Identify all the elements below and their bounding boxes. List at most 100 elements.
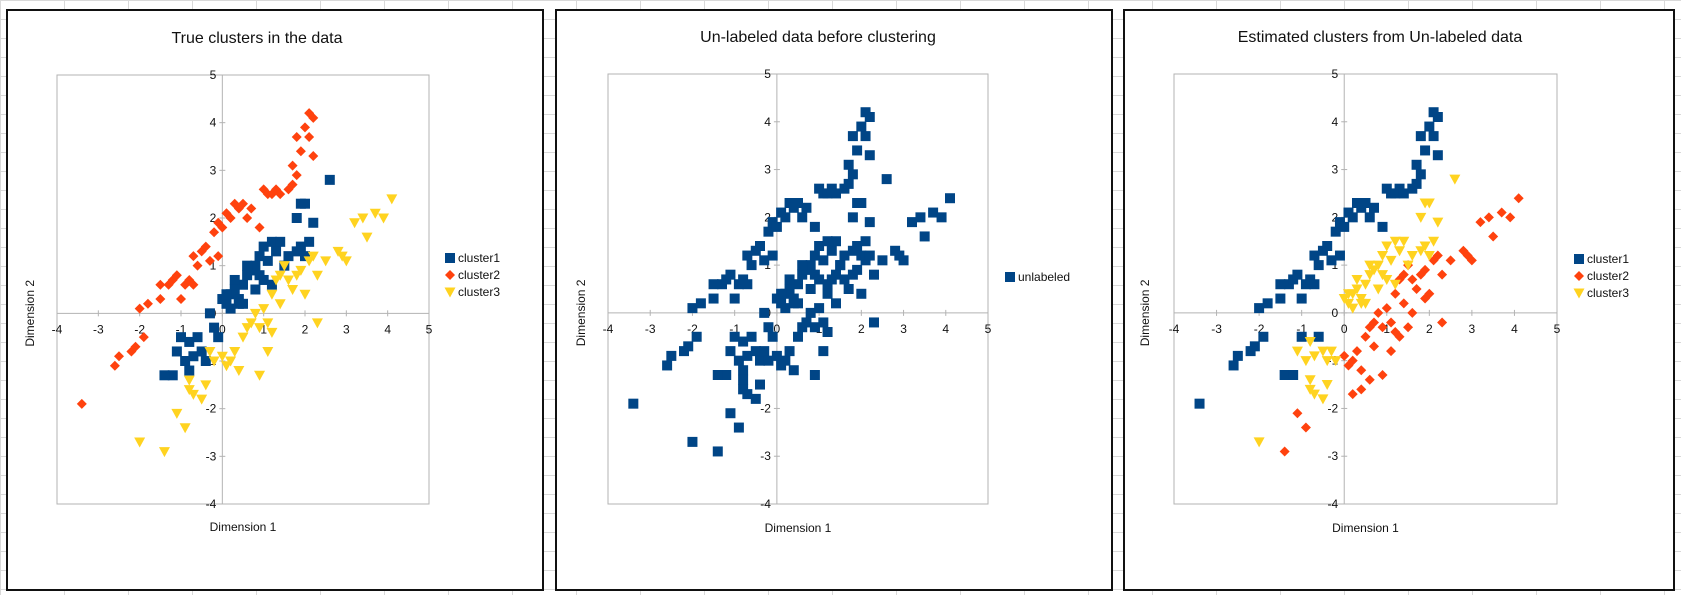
- data-point: [209, 227, 220, 238]
- data-point: [759, 255, 770, 266]
- data-point: [881, 174, 892, 185]
- data-point: [1313, 331, 1324, 342]
- data-point: [1377, 370, 1388, 380]
- data-point: [213, 332, 224, 343]
- data-point: [784, 284, 795, 294]
- data-point: [822, 288, 833, 299]
- data-point: [1258, 331, 1269, 342]
- data-point: [856, 198, 867, 208]
- data-point: [266, 327, 278, 338]
- data-point: [755, 379, 765, 390]
- x-tick-label: -3: [1211, 322, 1222, 336]
- data-point: [712, 370, 723, 380]
- data-point: [200, 241, 211, 252]
- data-point: [822, 327, 833, 337]
- data-point: [295, 265, 307, 276]
- data-point: [229, 274, 240, 285]
- x-tick-label: 2: [302, 322, 309, 336]
- legend-label-unlabeled: unlabeled: [1018, 270, 1070, 284]
- y-axis-label: Dimension 2: [574, 279, 588, 346]
- data-point: [1347, 212, 1358, 223]
- x-tick-label: 1: [1383, 322, 1390, 336]
- data-point: [936, 212, 947, 223]
- x-axis-label: Dimension 1: [210, 520, 277, 534]
- data-point: [742, 350, 753, 361]
- data-point: [196, 346, 207, 357]
- x-tick-label: 4: [1511, 322, 1518, 336]
- data-point: [725, 408, 736, 419]
- data-point: [746, 331, 757, 342]
- data-point: [1249, 341, 1260, 352]
- data-point: [1351, 346, 1362, 357]
- data-point: [138, 332, 149, 343]
- data-point: [864, 217, 875, 228]
- data-point: [1369, 317, 1380, 328]
- data-point: [1194, 398, 1205, 409]
- data-point: [1513, 193, 1524, 204]
- data-point: [217, 222, 228, 233]
- data-point: [1394, 246, 1406, 257]
- x-tick-label: -4: [603, 322, 614, 336]
- data-point: [1402, 260, 1414, 271]
- data-point: [1424, 121, 1435, 132]
- chart-title: True clusters in the data: [171, 30, 342, 47]
- data-point: [308, 151, 319, 162]
- data-point: [742, 250, 753, 261]
- legend-marker-cluster2: [1574, 271, 1584, 281]
- data-point: [809, 221, 820, 232]
- data-point: [245, 318, 257, 329]
- data-point: [750, 346, 761, 357]
- data-point: [171, 270, 182, 281]
- data-point: [229, 284, 240, 295]
- x-tick-label: 1: [260, 322, 267, 336]
- data-point: [666, 350, 677, 361]
- data-point: [1377, 221, 1388, 232]
- data-point: [763, 226, 774, 237]
- data-point: [797, 260, 808, 271]
- x-tick-label: 0: [1341, 322, 1348, 336]
- data-point: [869, 317, 879, 328]
- chart-panel-true-clusters: True clusters in the data -4 -3 -2 -1 0 1 2 3 4 5 -…: [6, 9, 544, 591]
- data-point: [204, 308, 215, 319]
- legend: cluster1 cluster2 cluster3: [1573, 252, 1629, 300]
- data-point: [780, 303, 791, 314]
- data-point: [188, 351, 199, 362]
- data-point: [793, 198, 803, 208]
- data-point: [349, 218, 361, 229]
- y-tick-label: 3: [1332, 163, 1339, 177]
- data-point: [221, 289, 232, 300]
- data-point: [262, 255, 273, 266]
- data-point: [1356, 365, 1367, 376]
- data-point: [725, 269, 736, 280]
- data-point: [1394, 331, 1405, 342]
- data-point: [155, 279, 166, 290]
- data-point: [1419, 241, 1431, 252]
- x-tick-label: -3: [645, 322, 656, 336]
- series-cluster3: [1253, 174, 1461, 448]
- data-point: [1317, 394, 1329, 405]
- x-tick-label: -2: [1254, 322, 1265, 336]
- x-tick-label: 4: [384, 322, 391, 336]
- data-point: [1300, 422, 1311, 433]
- data-point: [1364, 374, 1375, 385]
- data-point: [742, 389, 753, 400]
- data-point: [776, 288, 787, 299]
- data-point: [1339, 350, 1350, 361]
- data-point: [822, 236, 833, 247]
- data-point: [860, 131, 871, 142]
- data-point: [1445, 255, 1456, 266]
- data-point: [1437, 317, 1448, 328]
- data-point: [1279, 446, 1290, 457]
- x-tick-label: -4: [1169, 322, 1180, 336]
- data-point: [1330, 356, 1342, 367]
- data-point: [1279, 370, 1290, 380]
- data-point: [864, 150, 875, 161]
- data-point: [188, 279, 199, 290]
- data-point: [805, 284, 816, 294]
- data-point: [357, 213, 369, 224]
- data-point: [860, 236, 871, 247]
- y-tick-label: -3: [760, 449, 771, 463]
- data-point: [258, 274, 269, 285]
- data-point: [1432, 112, 1443, 122]
- data-point: [130, 341, 141, 352]
